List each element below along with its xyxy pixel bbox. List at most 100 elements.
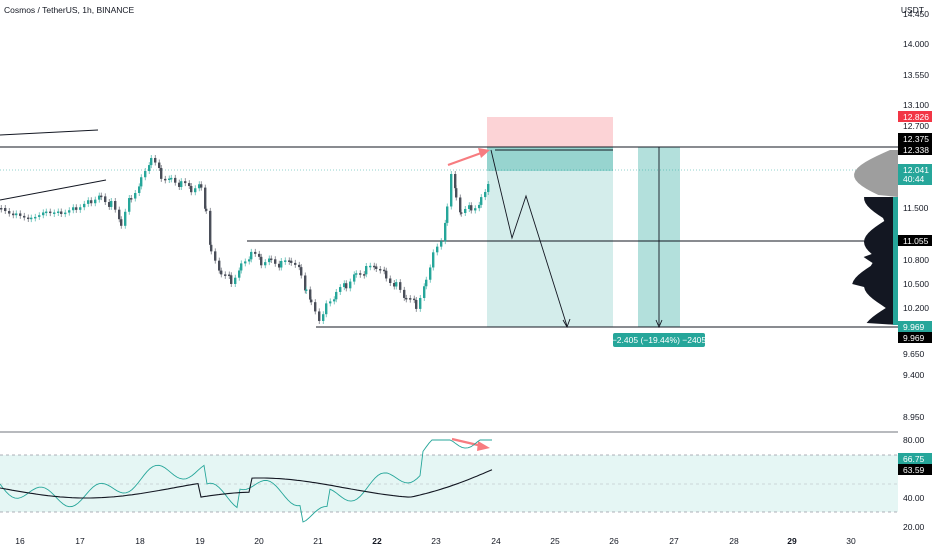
candle — [310, 300, 312, 303]
candle — [478, 205, 480, 208]
candle — [399, 282, 401, 290]
candle — [118, 210, 120, 220]
rsi-tick: 80.00 — [903, 435, 925, 445]
candle — [8, 211, 10, 214]
price-tick: 8.950 — [903, 412, 925, 422]
candle — [432, 252, 434, 267]
candle — [45, 212, 47, 214]
candle — [450, 174, 452, 206]
price-divergence-arrow — [448, 152, 484, 165]
candle — [57, 211, 59, 213]
candle — [104, 196, 106, 202]
volume-profile — [852, 197, 898, 325]
candle — [53, 212, 55, 214]
candle — [455, 188, 457, 197]
candle — [314, 302, 316, 311]
candle — [329, 301, 331, 303]
candle — [230, 275, 232, 284]
candle — [280, 261, 282, 268]
candle — [194, 188, 196, 192]
candle — [300, 267, 302, 275]
stop-loss-zone[interactable] — [487, 117, 613, 147]
price-tick: 14.000 — [903, 39, 929, 49]
candle — [444, 223, 446, 241]
low-level-label: 9.969 — [903, 333, 925, 343]
candle — [359, 273, 361, 275]
candle — [423, 286, 425, 298]
candle — [409, 298, 411, 300]
candle — [90, 200, 92, 203]
candle — [42, 212, 44, 215]
time-axis[interactable]: 16 17 18 19 20 21 22 23 24 25 26 27 28 2… — [15, 536, 856, 546]
rsi-ma-label: 63.59 — [903, 465, 925, 475]
upper-level-label: 12.375 — [903, 134, 929, 144]
time-tick: 28 — [729, 536, 739, 546]
candle — [64, 213, 66, 215]
price-tick: 11.500 — [903, 203, 929, 213]
candle — [322, 314, 324, 321]
entry-price-label: 12.338 — [903, 145, 929, 155]
rsi-tick: 40.00 — [903, 493, 925, 503]
candle — [27, 218, 29, 220]
candle — [446, 206, 448, 222]
time-tick: 22 — [372, 536, 382, 546]
candle — [210, 245, 212, 252]
price-axis[interactable]: 14.450 14.000 13.550 13.100 12.700 11.50… — [898, 9, 932, 422]
candle — [250, 252, 252, 259]
candle — [170, 178, 172, 180]
candle — [150, 158, 152, 165]
candle — [379, 269, 381, 271]
candle — [474, 208, 476, 210]
candle — [375, 266, 377, 268]
candle — [318, 311, 320, 321]
volume-profile-upper — [854, 150, 898, 197]
trendline-top[interactable] — [0, 130, 98, 135]
candle — [94, 200, 96, 204]
candle — [298, 265, 300, 267]
candle — [0, 208, 2, 210]
candle — [4, 208, 6, 211]
time-tick: 17 — [75, 536, 85, 546]
take-profit-zone[interactable] — [487, 147, 613, 327]
time-tick: 26 — [609, 536, 619, 546]
candlestick-series — [0, 155, 489, 324]
candle — [34, 217, 36, 219]
candle — [100, 196, 102, 198]
time-tick: 23 — [431, 536, 441, 546]
candle — [405, 298, 407, 300]
rsi-tick: 20.00 — [903, 522, 925, 532]
rsi-divergence-arrowhead — [477, 441, 490, 451]
candle — [349, 282, 351, 289]
candle — [425, 280, 427, 287]
candle — [120, 219, 122, 226]
candle — [184, 181, 186, 183]
candle — [284, 260, 286, 262]
candle — [79, 207, 81, 210]
candle — [363, 274, 365, 276]
candle — [158, 163, 160, 168]
candle — [138, 186, 140, 193]
candle — [353, 274, 355, 281]
rsi-axis[interactable]: 80.00 40.00 20.00 66.75 63.59 — [898, 435, 932, 532]
candle — [480, 197, 482, 205]
candle — [87, 200, 89, 204]
candle — [369, 266, 371, 268]
candle — [395, 282, 397, 286]
rsi-value-label: 66.75 — [903, 454, 925, 464]
candle — [413, 299, 415, 301]
candle — [75, 207, 77, 210]
price-tick: 10.200 — [903, 303, 929, 313]
candle — [258, 254, 260, 257]
candle — [19, 213, 21, 215]
candle — [23, 216, 25, 218]
price-tick: 13.550 — [903, 70, 929, 80]
trendline-lower[interactable] — [0, 180, 106, 200]
candle — [470, 205, 472, 210]
price-tick: 12.700 — [903, 121, 929, 131]
time-tick: 29 — [787, 536, 797, 546]
candle — [436, 247, 438, 253]
countdown-label: 40:44 — [903, 174, 925, 184]
candle — [209, 211, 211, 245]
time-tick: 27 — [669, 536, 679, 546]
